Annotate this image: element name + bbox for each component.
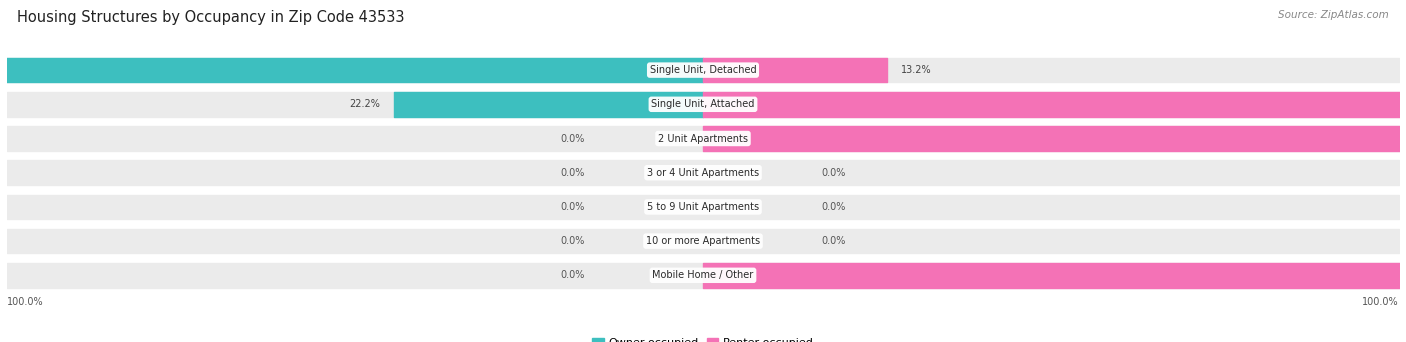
Text: 2 Unit Apartments: 2 Unit Apartments: [658, 133, 748, 144]
Text: 0.0%: 0.0%: [561, 168, 585, 178]
Text: 0.0%: 0.0%: [821, 202, 845, 212]
Text: 100.0%: 100.0%: [7, 297, 44, 306]
Text: 0.0%: 0.0%: [561, 236, 585, 246]
Text: Single Unit, Detached: Single Unit, Detached: [650, 65, 756, 75]
Text: 10 or more Apartments: 10 or more Apartments: [645, 236, 761, 246]
Text: 0.0%: 0.0%: [821, 168, 845, 178]
Text: 0.0%: 0.0%: [561, 270, 585, 280]
Text: Housing Structures by Occupancy in Zip Code 43533: Housing Structures by Occupancy in Zip C…: [17, 10, 405, 25]
Text: 13.2%: 13.2%: [901, 65, 931, 75]
Text: 0.0%: 0.0%: [561, 133, 585, 144]
Text: Source: ZipAtlas.com: Source: ZipAtlas.com: [1278, 10, 1389, 20]
Text: 0.0%: 0.0%: [821, 236, 845, 246]
Text: 3 or 4 Unit Apartments: 3 or 4 Unit Apartments: [647, 168, 759, 178]
Text: Mobile Home / Other: Mobile Home / Other: [652, 270, 754, 280]
Text: Single Unit, Attached: Single Unit, Attached: [651, 99, 755, 109]
Text: 22.2%: 22.2%: [349, 99, 380, 109]
Text: 100.0%: 100.0%: [1362, 297, 1399, 306]
Text: 5 to 9 Unit Apartments: 5 to 9 Unit Apartments: [647, 202, 759, 212]
Legend: Owner-occupied, Renter-occupied: Owner-occupied, Renter-occupied: [592, 338, 814, 342]
Text: 0.0%: 0.0%: [561, 202, 585, 212]
